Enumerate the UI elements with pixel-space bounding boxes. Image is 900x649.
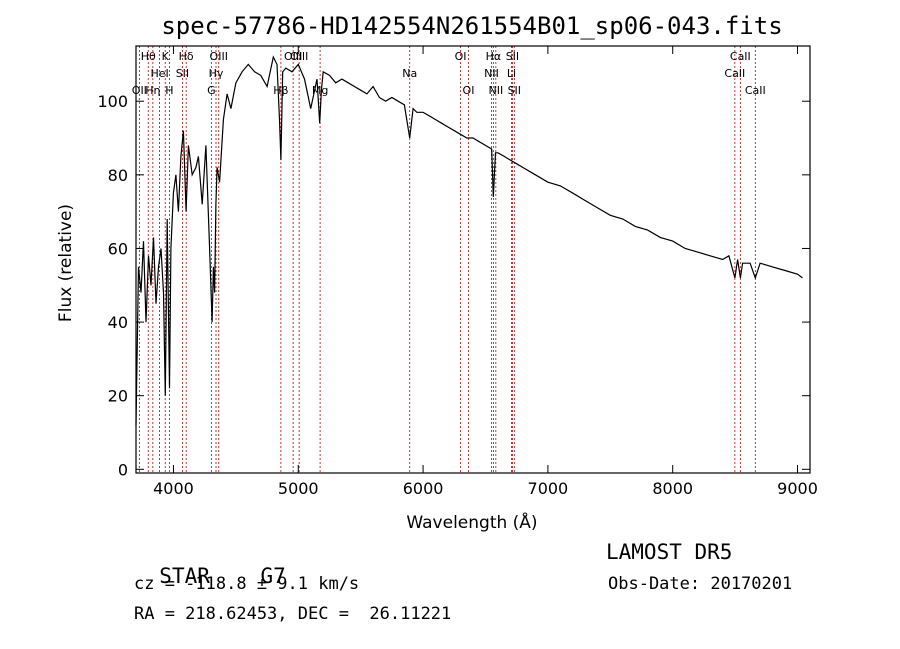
line-label: NII [484, 67, 499, 80]
y-tick-label: 20 [108, 387, 128, 406]
y-tick-label: 40 [108, 313, 128, 332]
line-label: Hθ [141, 50, 156, 63]
coordinates: RA = 218.62453, DEC = 26.11221 [134, 604, 452, 624]
x-tick-label: 7000 [528, 479, 569, 498]
y-tick-label: 80 [108, 166, 128, 185]
line-label: CaII [724, 67, 745, 80]
y-tick-label: 60 [108, 239, 128, 258]
line-label: NII [488, 84, 503, 97]
line-label: Hδ [179, 50, 194, 63]
line-label: Hβ [273, 84, 288, 97]
spectrum-line [135, 55, 803, 426]
line-label: OI [463, 84, 475, 97]
object-class: STAR [159, 564, 210, 588]
redshift-value: cz = -118.8 ± 9.1 km/s [134, 574, 360, 594]
x-tick-label: 4000 [153, 479, 194, 498]
x-tick-label: 6000 [403, 479, 444, 498]
y-axis-label: Flux (relative) [56, 204, 76, 322]
y-tick-label: 100 [97, 92, 128, 111]
line-label: OIII [210, 50, 228, 63]
plot-frame [135, 45, 811, 474]
line-label: Li [507, 67, 516, 80]
chart-title: spec-57786-HD142554N261554B01_sp06-043.f… [161, 12, 782, 40]
emission-line-markers [138, 46, 756, 473]
subclass: G7 [260, 564, 286, 588]
line-label: SII [506, 50, 519, 63]
line-label: SII [176, 67, 189, 80]
line-label: CaII [730, 50, 751, 63]
line-label: SII [508, 84, 521, 97]
line-label: K [162, 50, 170, 63]
line-label: OIII [284, 50, 302, 63]
line-label: Na [402, 67, 417, 80]
line-label: Hα [486, 50, 502, 63]
line-label: G [207, 84, 216, 97]
line-label: Mg [312, 84, 328, 97]
line-label: OI [455, 50, 467, 63]
line-label: OIII [290, 50, 308, 63]
line-label: HeI [150, 67, 168, 80]
line-label: Hη [145, 84, 160, 97]
x-tick-label: 5000 [278, 479, 319, 498]
line-label: H [165, 84, 173, 97]
x-tick-label: 9000 [777, 479, 818, 498]
line-label: Hγ [209, 67, 224, 80]
y-tick-label: 0 [118, 460, 128, 479]
survey-name: LAMOST DR5 [606, 540, 733, 564]
obs-date: Obs-Date: 20170201 [608, 574, 793, 594]
x-tick-label: 8000 [652, 479, 693, 498]
axis-ticks: 4000 5000 6000 7000 8000 9000 0 20 40 60 80 100 [97, 46, 818, 498]
line-label: OII [132, 84, 147, 97]
line-labels: OIIHθHηHeIKHSIIHδGHγOIIIHβOIIIOIIIMgNaOI… [132, 50, 766, 97]
line-label: CaII [745, 84, 766, 97]
x-axis-label: Wavelength (Å) [406, 511, 537, 533]
